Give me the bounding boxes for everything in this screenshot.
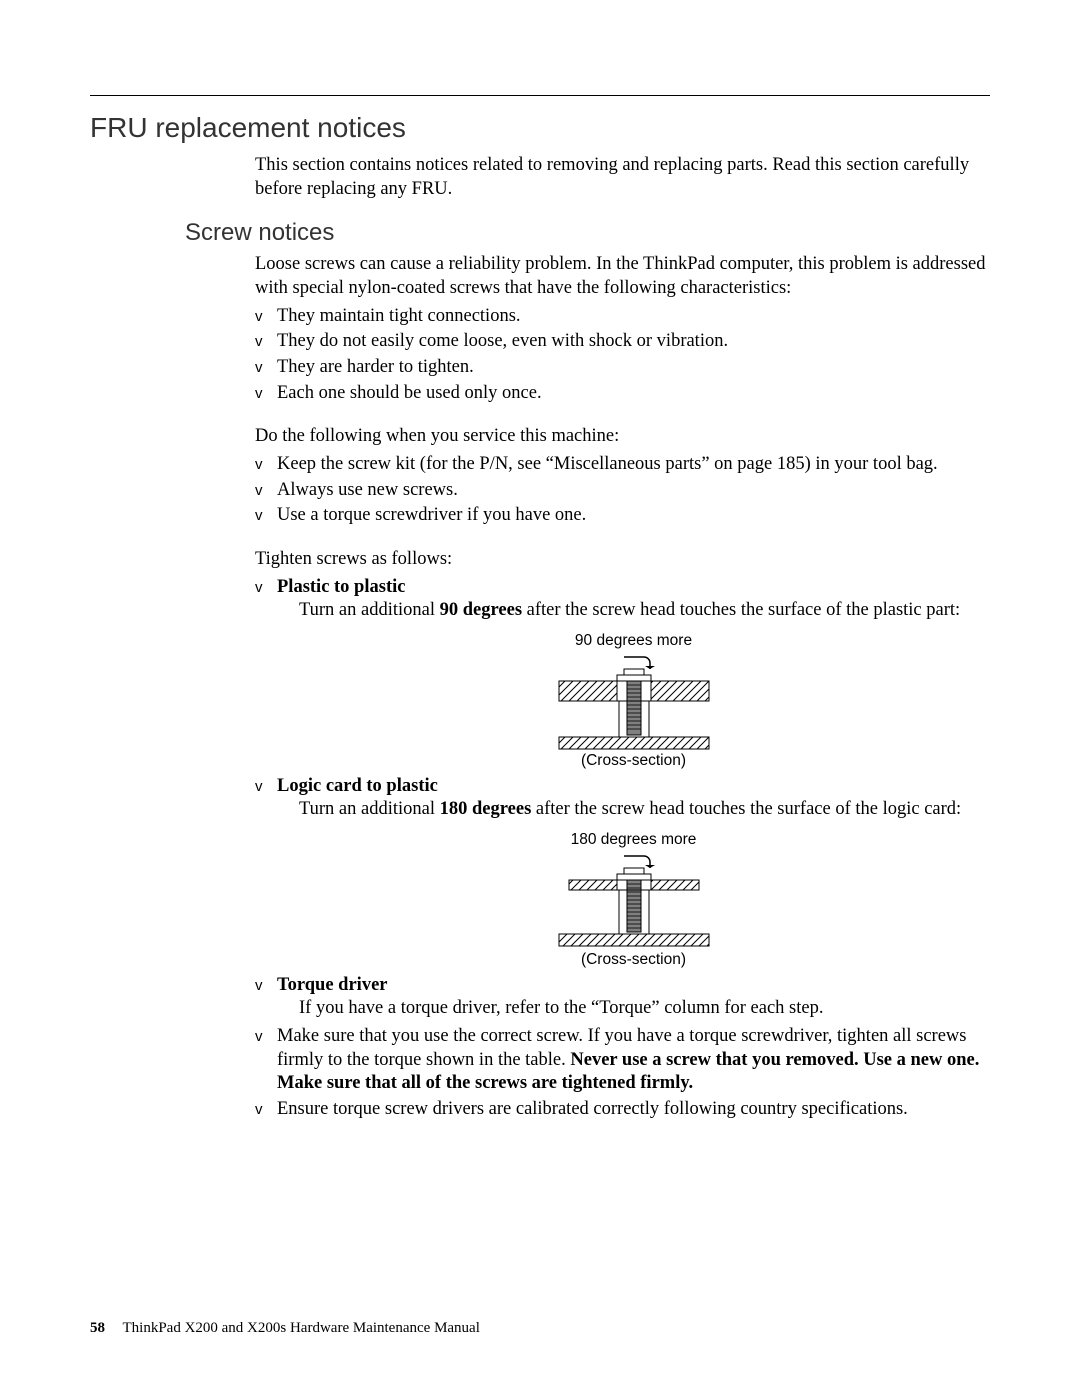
top-rule (90, 95, 990, 96)
list-item-plastic: Plastic to plastic Turn an additional 90… (255, 576, 990, 771)
diagram-180: 180 degrees more (277, 830, 990, 970)
tighten-intro: Tighten screws as follows: (255, 548, 990, 572)
list-item-logic: Logic card to plastic Turn an additional… (255, 775, 990, 970)
screw-intro: Loose screws can cause a reliability pro… (255, 253, 990, 300)
characteristics-list: They maintain tight connections. They do… (255, 305, 990, 406)
bold-text: 180 degrees (440, 799, 532, 819)
manual-title: ThinkPad X200 and X200s Hardware Mainten… (122, 1320, 479, 1336)
list-item: Use a torque screwdriver if you have one… (255, 504, 990, 528)
text: Turn an additional (299, 799, 440, 819)
screw-block: Loose screws can cause a reliability pro… (255, 253, 990, 1121)
list-item-calibrate: Ensure torque screw drivers are calibrat… (255, 1098, 990, 1122)
page: FRU replacement notices This section con… (0, 0, 1080, 1397)
intro-block: This section contains notices related to… (255, 154, 990, 201)
cross-section-90-icon (539, 651, 729, 751)
page-footer: 58 ThinkPad X200 and X200s Hardware Main… (90, 1320, 990, 1337)
diagram-bottom-label: (Cross-section) (277, 950, 990, 970)
list-item: Always use new screws. (255, 479, 990, 503)
text: Turn an additional (299, 600, 440, 620)
logic-body: Turn an additional 180 degrees after the… (299, 798, 990, 822)
intro-text: This section contains notices related to… (255, 154, 990, 201)
heading-screw-notices: Screw notices (185, 219, 990, 247)
list-item: Each one should be used only once. (255, 382, 990, 406)
list-item-correct-screw: Make sure that you use the correct screw… (255, 1025, 990, 1096)
torque-title: Torque driver (277, 975, 388, 995)
diagram-top-label: 90 degrees more (277, 631, 990, 651)
tighten-list: Plastic to plastic Turn an additional 90… (255, 576, 990, 1122)
heading-fru-replacement: FRU replacement notices (90, 112, 990, 144)
plastic-body: Turn an additional 90 degrees after the … (299, 599, 990, 623)
logic-title: Logic card to plastic (277, 776, 438, 796)
service-list: Keep the screw kit (for the P/N, see “Mi… (255, 453, 990, 528)
text: after the screw head touches the surface… (531, 799, 961, 819)
list-item: They do not easily come loose, even with… (255, 330, 990, 354)
list-item-torque: Torque driver If you have a torque drive… (255, 974, 990, 1021)
plastic-title: Plastic to plastic (277, 577, 405, 597)
diagram-bottom-label: (Cross-section) (277, 751, 990, 771)
diagram-top-label: 180 degrees more (277, 830, 990, 850)
page-number: 58 (90, 1320, 105, 1336)
list-item: They are harder to tighten. (255, 356, 990, 380)
torque-body: If you have a torque driver, refer to th… (299, 997, 990, 1021)
service-intro: Do the following when you service this m… (255, 425, 990, 449)
bold-text: 90 degrees (440, 600, 522, 620)
text: after the screw head touches the surface… (522, 600, 960, 620)
diagram-90: 90 degrees more (277, 631, 990, 771)
list-item: They maintain tight connections. (255, 305, 990, 329)
list-item: Keep the screw kit (for the P/N, see “Mi… (255, 453, 990, 477)
cross-section-180-icon (539, 850, 729, 950)
